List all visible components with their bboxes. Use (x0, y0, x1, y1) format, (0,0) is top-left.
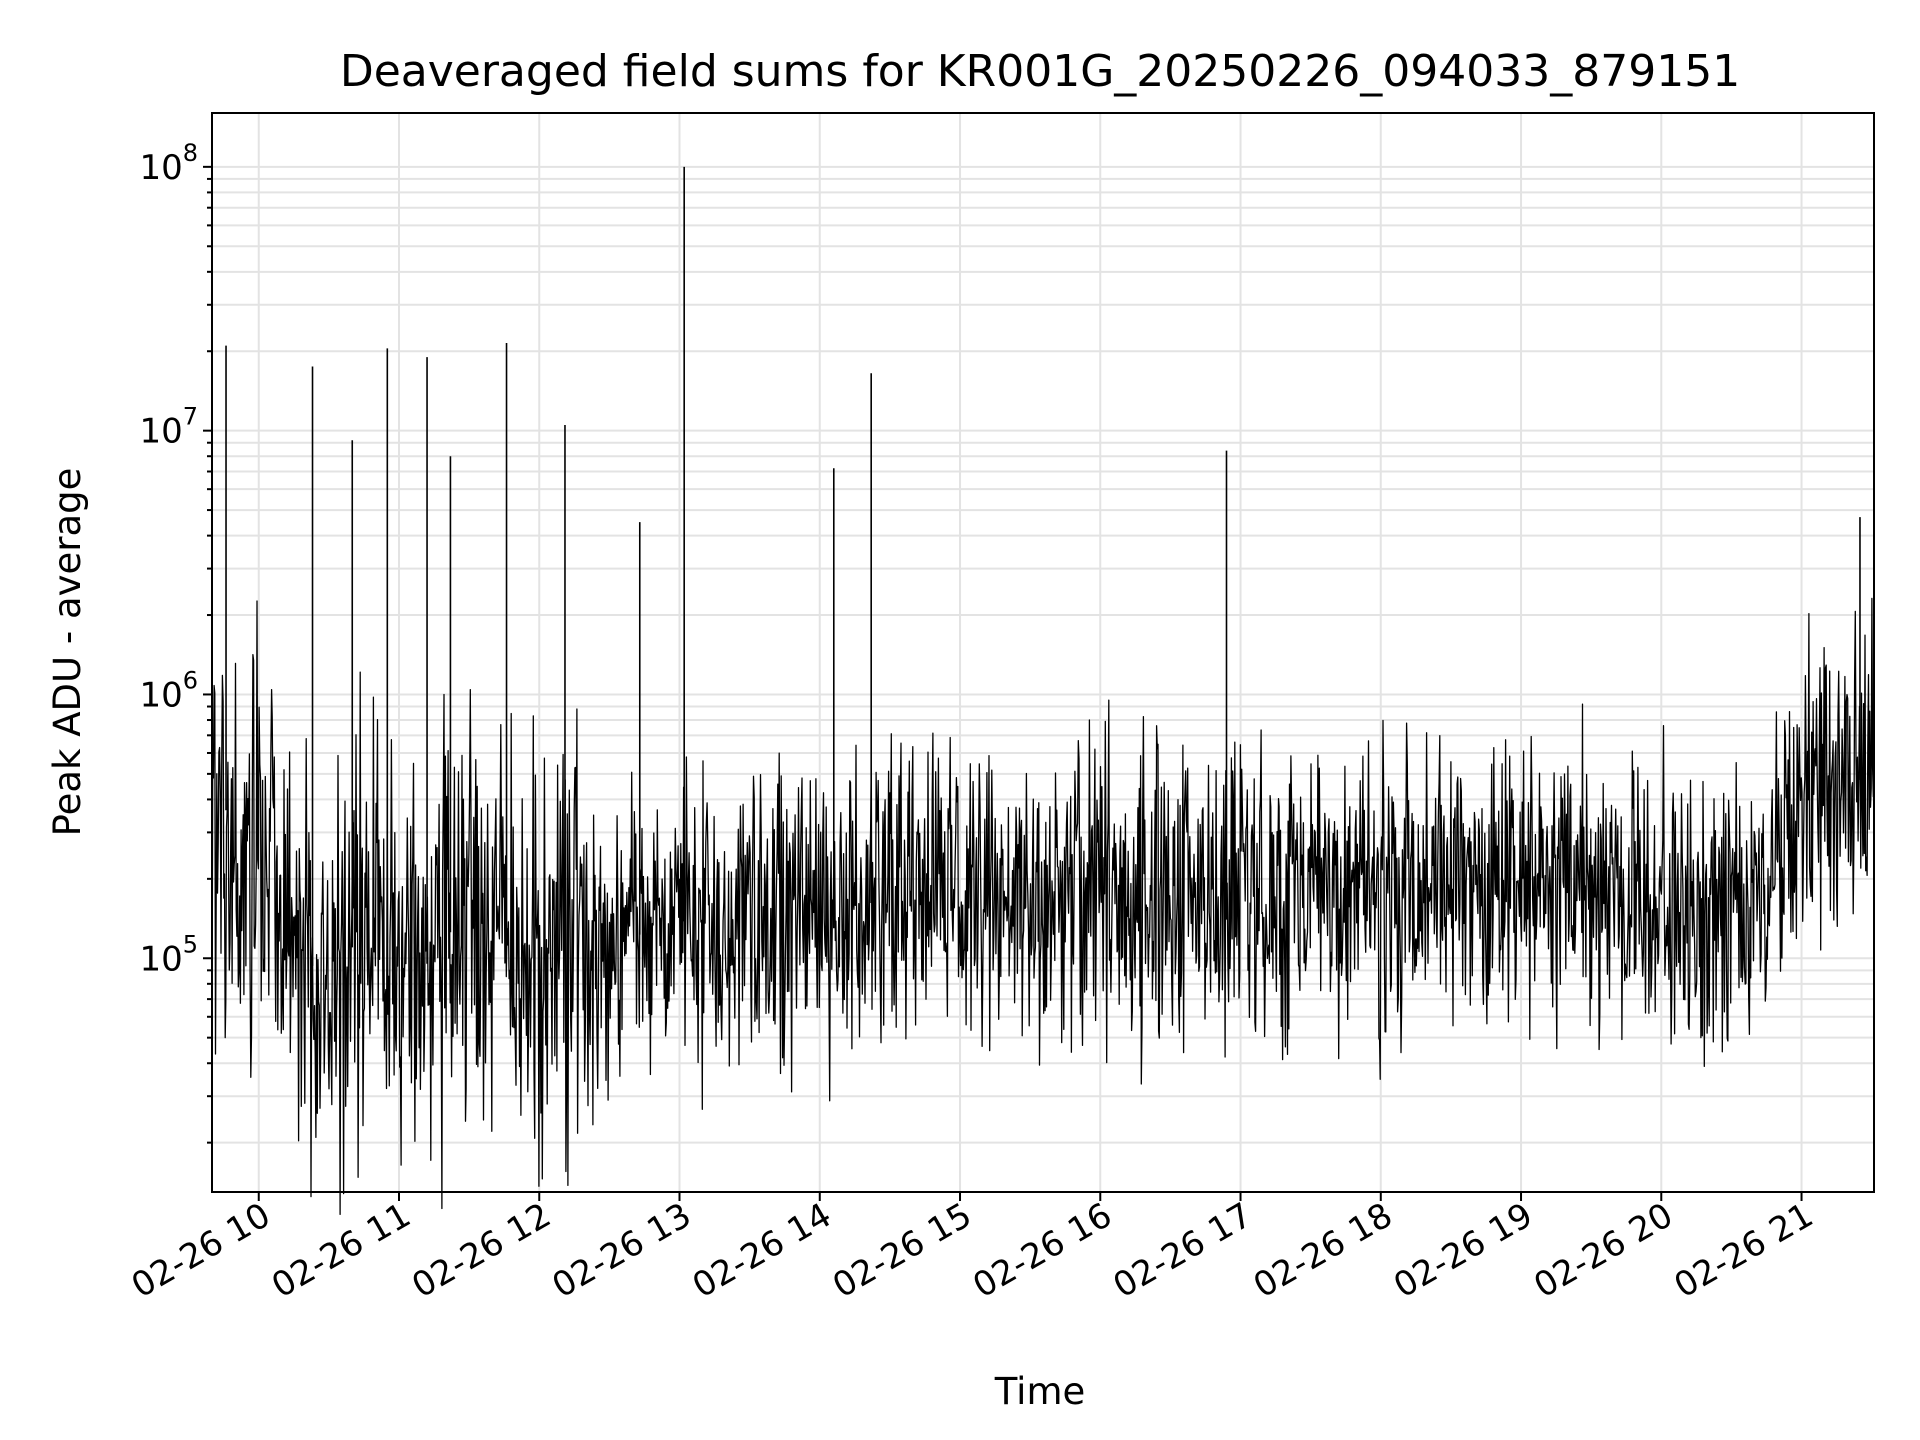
x-tick-label: 02-26 15 (826, 1195, 978, 1306)
x-tick-label: 02-26 11 (265, 1195, 417, 1306)
series-line (211, 597, 1875, 1216)
plot-area-frame (211, 112, 1875, 1193)
x-tick-label: 02-26 16 (966, 1195, 1118, 1306)
y-tick-label: 108 (139, 139, 198, 188)
data-series (211, 166, 1875, 1216)
x-tick-label: 02-26 10 (125, 1195, 277, 1306)
x-axis-label: Time (994, 1370, 1086, 1413)
grid-lines (212, 113, 1874, 1192)
x-tick-label: 02-26 13 (546, 1195, 698, 1306)
x-tick-label: 02-26 17 (1107, 1195, 1259, 1306)
x-tick-label: 02-26 12 (405, 1195, 557, 1306)
y-axis-label: Peak ADU - average (46, 468, 89, 837)
x-tick-label: 02-26 14 (686, 1195, 838, 1306)
x-tick-label: 02-26 20 (1527, 1195, 1679, 1306)
x-tick-label: 02-26 18 (1247, 1195, 1399, 1306)
y-tick-label: 105 (139, 930, 198, 979)
chart-title: Deaveraged field sums for KR001G_2025022… (340, 46, 1740, 97)
x-tick-label: 02-26 19 (1387, 1195, 1539, 1306)
y-tick-label: 106 (139, 666, 198, 715)
x-tick-label: 02-26 21 (1668, 1195, 1820, 1306)
y-tick-label: 107 (139, 403, 198, 452)
